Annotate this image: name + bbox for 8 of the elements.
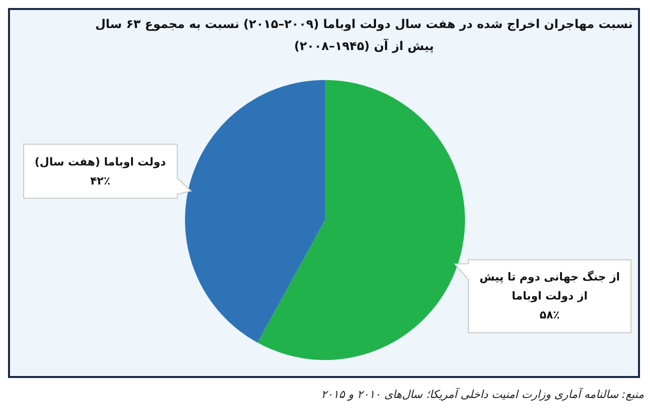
- data-label: ۴۲٪: [90, 174, 110, 188]
- pie-slice: [258, 80, 465, 360]
- pie-slice: [185, 80, 325, 343]
- text: منبع: سالنامه آماری وزارت امنیت داخلی آمریکا؛ سال‌های ۲۰۱۰ و ۲۰۱۵: [321, 388, 644, 401]
- data-label: ۵۸٪: [540, 308, 560, 322]
- chart-title: نسبت مهاجران اخراج شده در هفت سال دولت اوباما (۲۰۰۹–۲۰۱۵) نسبت به مجموع ۶۳ سال پیش از آن (۱۹۴۵–۲۰۰۸): [94, 16, 634, 55]
- slice-label: دولت اوباما (هفت سال): [34, 155, 166, 168]
- slice-label: از جنگ جهانی دوم تا پیش از دولت اوباما: [479, 270, 620, 303]
